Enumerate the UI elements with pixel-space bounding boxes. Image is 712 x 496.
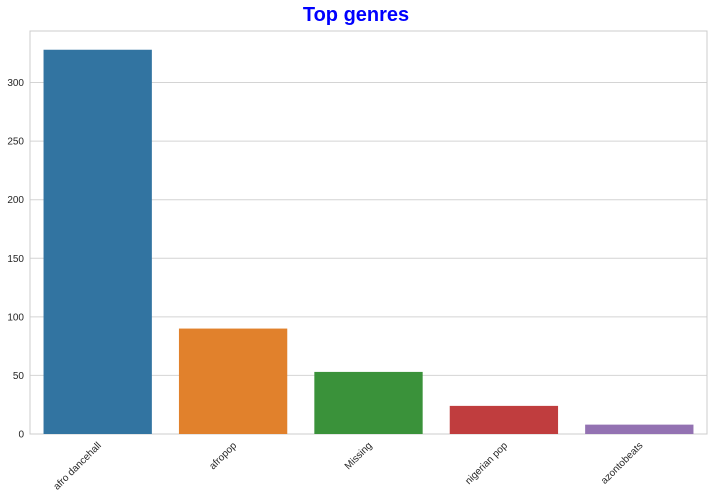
bar [585,424,694,434]
bar [314,371,423,434]
bar [449,405,559,434]
y-tick-label: 50 [13,371,25,382]
y-tick-label: 300 [7,78,24,89]
y-tick-label: 200 [7,195,24,206]
x-tick-label: Missing [343,440,375,472]
y-tick-label: 0 [18,430,24,441]
x-tick-label: afro dancehall [52,440,104,492]
x-tick-label: azontobeats [599,440,645,486]
y-tick-label: 250 [7,137,24,148]
y-tick-label: 150 [7,254,24,265]
x-tick-label: nigerian pop [463,440,510,487]
bar [178,328,288,434]
y-tick-label: 100 [7,312,24,323]
bar [43,49,152,434]
chart-title: Top genres [302,4,410,26]
x-tick-label: afropop [207,440,239,472]
